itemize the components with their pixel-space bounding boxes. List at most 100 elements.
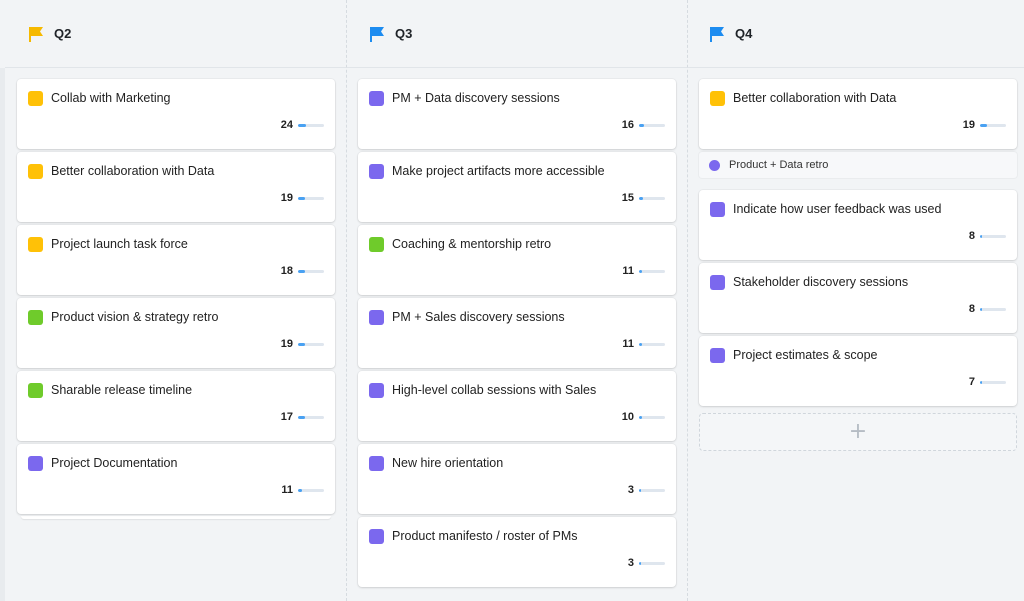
card-count: 19 <box>280 192 293 204</box>
column-q3: Q3 PM + Data discovery sessions 16 Make pr… <box>346 0 687 601</box>
card-count: 10 <box>621 411 634 423</box>
color-square-icon <box>369 91 384 106</box>
column-title: Q4 <box>735 26 753 41</box>
progress-bar <box>298 489 324 492</box>
column-title: Q2 <box>54 26 72 41</box>
color-square-icon <box>710 202 725 217</box>
status-dot <box>709 159 720 171</box>
progress-bar <box>298 416 324 419</box>
card-title: Project Documentation <box>51 456 178 470</box>
card-title: Sharable release timeline <box>51 383 193 397</box>
card-title: Project estimates & scope <box>733 348 878 362</box>
color-square-icon <box>710 348 725 363</box>
card-count: 15 <box>621 192 634 204</box>
card[interactable]: Project Documentation 11 <box>17 444 335 514</box>
card-count: 7 <box>968 376 975 388</box>
color-square-icon <box>28 91 43 106</box>
progress-bar <box>639 416 665 419</box>
card-title: Better collaboration with Data <box>51 164 215 178</box>
progress-bar <box>639 197 665 200</box>
color-square-icon <box>369 456 384 471</box>
card-count: 11 <box>622 338 634 350</box>
card-count: 8 <box>968 303 975 315</box>
add-card-button[interactable]: + <box>699 413 1017 451</box>
color-square-icon <box>369 310 384 325</box>
card[interactable]: Product manifesto / roster of PMs 3 <box>358 517 676 587</box>
progress-bar <box>639 124 665 127</box>
progress-bar <box>980 308 1006 311</box>
plus-icon: + <box>848 419 868 444</box>
card[interactable]: Better collaboration with Data 19 <box>17 152 335 222</box>
progress-bar <box>980 381 1006 384</box>
card[interactable]: High-level collab sessions with Sales 10 <box>358 371 676 441</box>
progress-bar <box>639 270 665 273</box>
card[interactable]: Indicate how user feedback was used 8 <box>699 190 1017 260</box>
card[interactable]: PM + Data discovery sessions 16 <box>358 79 676 149</box>
progress-bar <box>639 562 665 565</box>
color-square-icon <box>28 383 43 398</box>
column-header[interactable]: Q2 <box>5 0 346 68</box>
card[interactable]: Make project artifacts more accessible 15 <box>358 152 676 222</box>
card-count: 19 <box>962 119 975 131</box>
column-q2: Q2 Collab with Marketing 24 Better collabo… <box>5 0 346 601</box>
card-title: Project launch task force <box>51 237 188 251</box>
card[interactable]: Coaching & mentorship retro 11 <box>358 225 676 295</box>
card-count: 16 <box>621 119 634 131</box>
card[interactable]: PM + Sales discovery sessions 11 <box>358 298 676 368</box>
card-count: 11 <box>281 484 293 496</box>
card-count: 18 <box>280 265 293 277</box>
column-title: Q3 <box>395 26 413 41</box>
progress-bar <box>980 124 1006 127</box>
progress-bar <box>980 235 1006 238</box>
card-list: Better collaboration with Data 19 Product… <box>699 79 1017 451</box>
color-square-icon <box>369 383 384 398</box>
progress-bar <box>639 489 665 492</box>
card-list: Collab with Marketing 24 Better collaborat… <box>17 79 335 519</box>
color-square-icon <box>369 237 384 252</box>
card[interactable]: New hire orientation 3 <box>358 444 676 514</box>
color-square-icon <box>28 164 43 179</box>
color-square-icon <box>369 529 384 544</box>
card-title: Collab with Marketing <box>51 91 171 105</box>
card[interactable]: Collab with Marketing 24 <box>17 79 335 149</box>
retro-label: Product + Data retro <box>729 159 829 171</box>
card[interactable]: Stakeholder discovery sessions 8 <box>699 263 1017 333</box>
card-title: Indicate how user feedback was used <box>733 202 942 216</box>
progress-bar <box>298 197 324 200</box>
card-title: Product manifesto / roster of PMs <box>392 529 578 543</box>
card-title: PM + Sales discovery sessions <box>392 310 565 324</box>
progress-bar <box>298 270 324 273</box>
color-square-icon <box>369 164 384 179</box>
card[interactable]: Project estimates & scope 7 <box>699 336 1017 406</box>
card-list: PM + Data discovery sessions 16 Make proje… <box>358 79 676 590</box>
card-title: New hire orientation <box>392 456 504 470</box>
stack-edge <box>21 516 331 519</box>
flag-icon <box>370 26 384 42</box>
card-title: PM + Data discovery sessions <box>392 91 560 105</box>
card[interactable]: Better collaboration with Data 19 <box>699 79 1017 149</box>
color-square-icon <box>710 275 725 290</box>
card-title: Make project artifacts more accessible <box>392 164 605 178</box>
color-square-icon <box>28 310 43 325</box>
card-title: Coaching & mentorship retro <box>392 237 552 251</box>
column-header[interactable]: Q3 <box>347 0 687 68</box>
progress-bar <box>298 343 324 346</box>
card-title: High-level collab sessions with Sales <box>392 383 597 397</box>
color-square-icon <box>710 91 725 106</box>
card-count: 8 <box>968 230 975 242</box>
card-count: 3 <box>627 484 634 496</box>
column-q4: Q4 Better collaboration with Data 19 Prod… <box>687 0 1024 601</box>
column-header[interactable]: Q4 <box>688 0 1024 68</box>
card-title: Product vision & strategy retro <box>51 310 219 324</box>
card[interactable]: Product vision & strategy retro 19 <box>17 298 335 368</box>
card-count: 19 <box>280 338 293 350</box>
flag-icon <box>29 26 43 42</box>
card[interactable]: Project launch task force 18 <box>17 225 335 295</box>
retro-item[interactable]: Product + Data retro <box>699 152 1017 178</box>
flag-icon <box>710 26 724 42</box>
card-count: 3 <box>627 557 634 569</box>
card[interactable]: Sharable release timeline 17 <box>17 371 335 441</box>
progress-bar <box>298 124 324 127</box>
card-count: 17 <box>280 411 293 423</box>
